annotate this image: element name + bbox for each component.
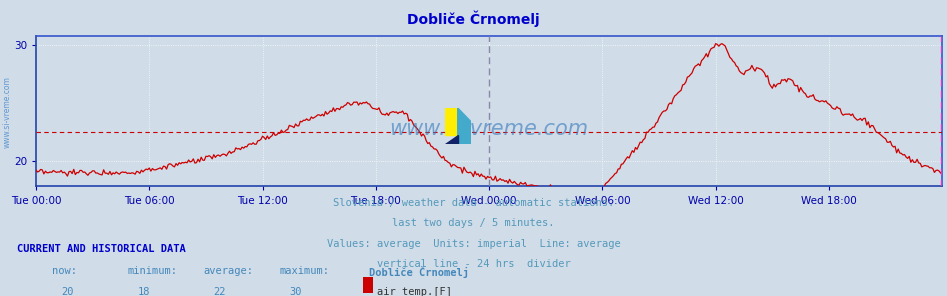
Text: 22: 22 [213, 287, 225, 296]
Text: Dobliče Črnomelj: Dobliče Črnomelj [369, 266, 470, 279]
Text: last two days / 5 minutes.: last two days / 5 minutes. [392, 218, 555, 229]
Text: Values: average  Units: imperial  Line: average: Values: average Units: imperial Line: av… [327, 239, 620, 249]
Polygon shape [457, 108, 472, 144]
Text: air temp.[F]: air temp.[F] [377, 287, 452, 296]
Text: vertical line - 24 hrs  divider: vertical line - 24 hrs divider [377, 259, 570, 269]
Text: 18: 18 [137, 287, 150, 296]
Text: 20: 20 [62, 287, 74, 296]
Text: Dobliče Črnomelj: Dobliče Črnomelj [407, 10, 540, 27]
Text: now:: now: [52, 266, 77, 276]
Text: maximum:: maximum: [279, 266, 330, 276]
Text: www.si-vreme.com: www.si-vreme.com [389, 119, 589, 139]
Bar [445, 108, 457, 135]
Text: Slovenia / weather data - automatic stations.: Slovenia / weather data - automatic stat… [333, 198, 614, 208]
Text: www.si-vreme.com: www.si-vreme.com [3, 77, 12, 148]
Text: average:: average: [204, 266, 254, 276]
Text: minimum:: minimum: [128, 266, 178, 276]
Polygon shape [445, 135, 457, 144]
Text: 30: 30 [289, 287, 301, 296]
Text: CURRENT AND HISTORICAL DATA: CURRENT AND HISTORICAL DATA [17, 244, 186, 254]
